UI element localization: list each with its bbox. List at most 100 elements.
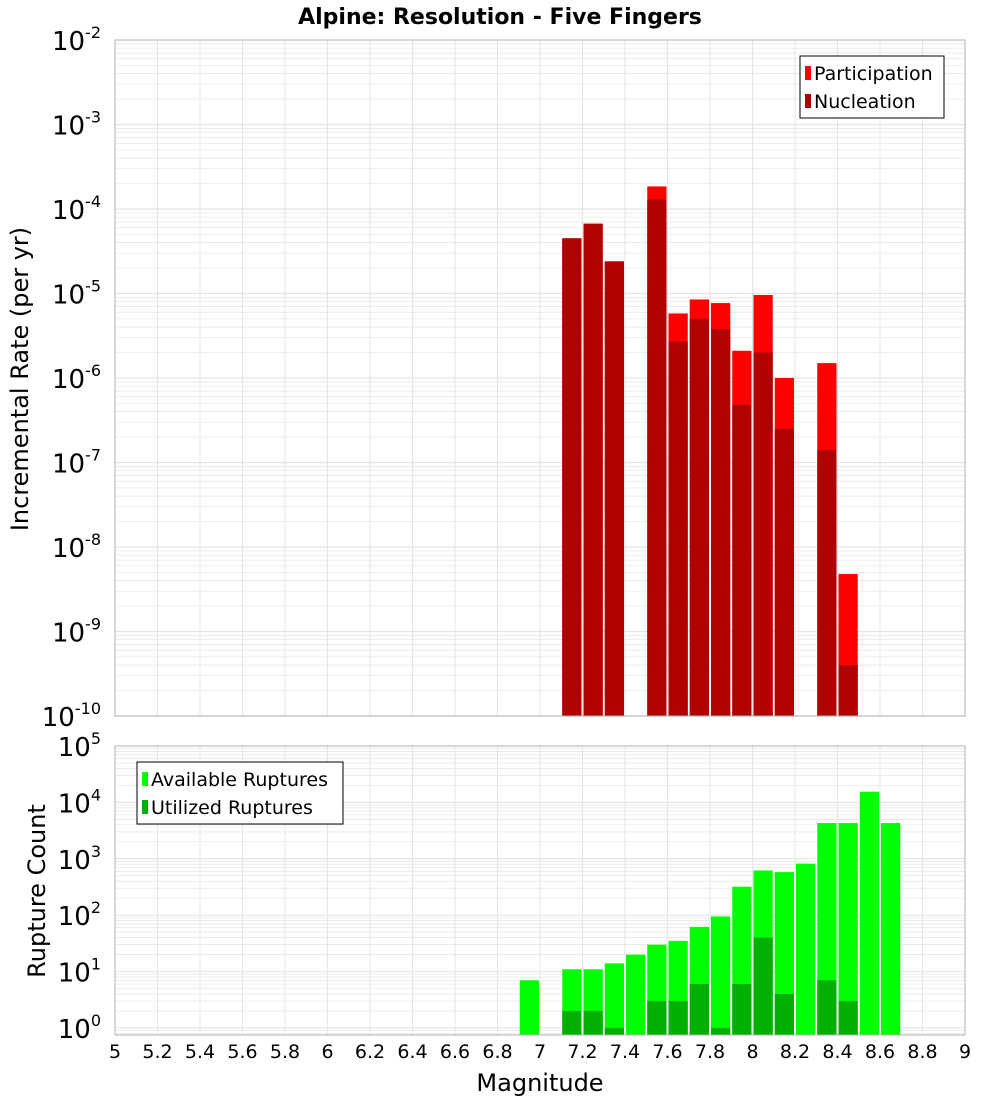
y-tick-exponent: -9	[85, 615, 101, 634]
x-tick-label: 8.8	[907, 1041, 937, 1063]
bar-utilized-ruptures	[817, 980, 837, 1035]
y-tick-exponent: 2	[91, 898, 101, 917]
x-tick-label: 5.2	[142, 1041, 172, 1063]
x-tick-label: 6.4	[397, 1041, 427, 1063]
x-tick-label: 7.6	[652, 1041, 682, 1063]
x-tick-label: 7.4	[610, 1041, 640, 1063]
y-tick-exponent: -2	[85, 23, 101, 42]
y-tick-label: 10-5	[52, 277, 101, 311]
bar-utilized-ruptures	[604, 1027, 624, 1035]
y-tick-exponent: -10	[75, 699, 101, 718]
bar-utilized-ruptures	[711, 1027, 731, 1035]
x-tick-label: 8.2	[780, 1041, 810, 1063]
x-tick-label: 6	[321, 1041, 333, 1063]
bar-available-ruptures	[626, 954, 646, 1035]
bar-nucleation	[647, 199, 667, 717]
bar-nucleation	[562, 238, 582, 717]
bar-nucleation	[753, 352, 773, 716]
top-y-axis-title: Incremental Rate (per yr)	[6, 227, 34, 531]
y-tick-label: 10-7	[52, 446, 101, 480]
legend-swatch	[142, 800, 148, 814]
chart-title: Alpine: Resolution - Five Fingers	[298, 5, 702, 30]
x-tick-label: 5.6	[227, 1041, 257, 1063]
bar-nucleation	[583, 223, 603, 716]
y-tick-label: 102	[58, 898, 101, 932]
plot-frame	[114, 745, 966, 1036]
y-tick-exponent: 0	[91, 1011, 101, 1030]
bar-available-ruptures	[838, 823, 858, 1035]
plot-frame	[114, 39, 966, 717]
y-tick-label: 10-6	[52, 361, 101, 395]
y-tick-exponent: -6	[85, 361, 101, 380]
legend: Participation Nucleation	[799, 55, 945, 119]
y-tick-exponent: -3	[85, 108, 101, 127]
bar-utilized-ruptures	[647, 1001, 667, 1035]
legend-label: Utilized Ruptures	[151, 797, 313, 819]
y-tick-label: 105	[58, 729, 101, 763]
x-tick-labels: 5 5.2 5.4 5.6 5.8 6 6.2 6.4 6.6 6.8 7 7.2 7.4 7.6 7.8 8…	[109, 1041, 971, 1063]
y-tick-label: 10-3	[52, 108, 101, 142]
rate-panel: 10-10 10-9 10-8 10-7 10-6 10-5 10-4 10-3 10-2 Par…	[42, 23, 966, 733]
x-tick-label: 7.2	[567, 1041, 597, 1063]
legend: Available Ruptures Utilized Ruptures	[136, 761, 344, 825]
bar-nucleation	[732, 404, 752, 716]
bar-utilized-ruptures	[732, 984, 752, 1035]
y-tick-label: 10-9	[52, 615, 101, 649]
bar-utilized-ruptures	[689, 984, 709, 1035]
bottom-y-axis-title: Rupture Count	[23, 804, 51, 978]
y-tick-label: 10-2	[52, 23, 101, 57]
bar-nucleation	[668, 341, 688, 716]
legend-label: Nucleation	[814, 91, 916, 113]
x-tick-label: 7	[534, 1041, 546, 1063]
y-tick-label: 10-4	[52, 192, 101, 226]
y-tick-exponent: -7	[85, 446, 101, 465]
bars	[519, 791, 901, 1035]
y-tick-exponent: -4	[85, 192, 101, 211]
y-tick-exponent: 3	[91, 842, 101, 861]
bars	[562, 186, 858, 717]
bar-utilized-ruptures	[753, 937, 773, 1035]
x-tick-label: 6.2	[355, 1041, 385, 1063]
y-tick-label: 103	[58, 842, 101, 876]
x-tick-label: 7.8	[695, 1041, 725, 1063]
x-tick-label: 5.4	[185, 1041, 215, 1063]
bar-available-ruptures	[881, 823, 901, 1035]
x-tick-label: 5.8	[270, 1041, 300, 1063]
y-tick-labels: 10-10 10-9 10-8 10-7 10-6 10-5 10-4 10-3 10-2	[42, 23, 101, 733]
bar-available-ruptures	[796, 863, 816, 1035]
x-tick-label: 8.4	[822, 1041, 852, 1063]
y-tick-label: 100	[58, 1011, 101, 1045]
y-tick-label: 101	[58, 955, 101, 989]
y-tick-exponent: -5	[85, 277, 101, 296]
legend-box	[799, 55, 945, 119]
bar-available-ruptures	[519, 980, 539, 1035]
legend-box	[136, 761, 344, 825]
y-tick-exponent: 1	[91, 955, 101, 974]
x-tick-label: 8.6	[865, 1041, 895, 1063]
bar-available-ruptures	[604, 963, 624, 1035]
bar-nucleation	[689, 318, 709, 716]
bar-nucleation	[604, 261, 624, 716]
y-tick-label: 10-8	[52, 530, 101, 564]
bar-utilized-ruptures	[583, 1010, 603, 1035]
bar-utilized-ruptures	[838, 1001, 858, 1035]
grid-lines	[114, 40, 966, 717]
bar-utilized-ruptures	[562, 1010, 582, 1035]
bar-utilized-ruptures	[668, 1001, 688, 1035]
bar-nucleation	[774, 428, 794, 716]
x-tick-label: 5	[109, 1041, 121, 1063]
bar-nucleation	[711, 329, 731, 716]
x-axis-title: Magnitude	[476, 1069, 603, 1097]
bar-nucleation	[817, 450, 837, 716]
legend-swatch	[805, 94, 811, 108]
y-tick-label: 10-10	[42, 699, 101, 733]
x-tick-label: 6.8	[482, 1041, 512, 1063]
y-tick-label: 104	[58, 785, 101, 819]
legend-label: Available Ruptures	[151, 769, 328, 791]
legend-label: Participation	[814, 63, 933, 85]
y-tick-exponent: 5	[91, 729, 101, 748]
x-tick-label: 9	[959, 1041, 971, 1063]
